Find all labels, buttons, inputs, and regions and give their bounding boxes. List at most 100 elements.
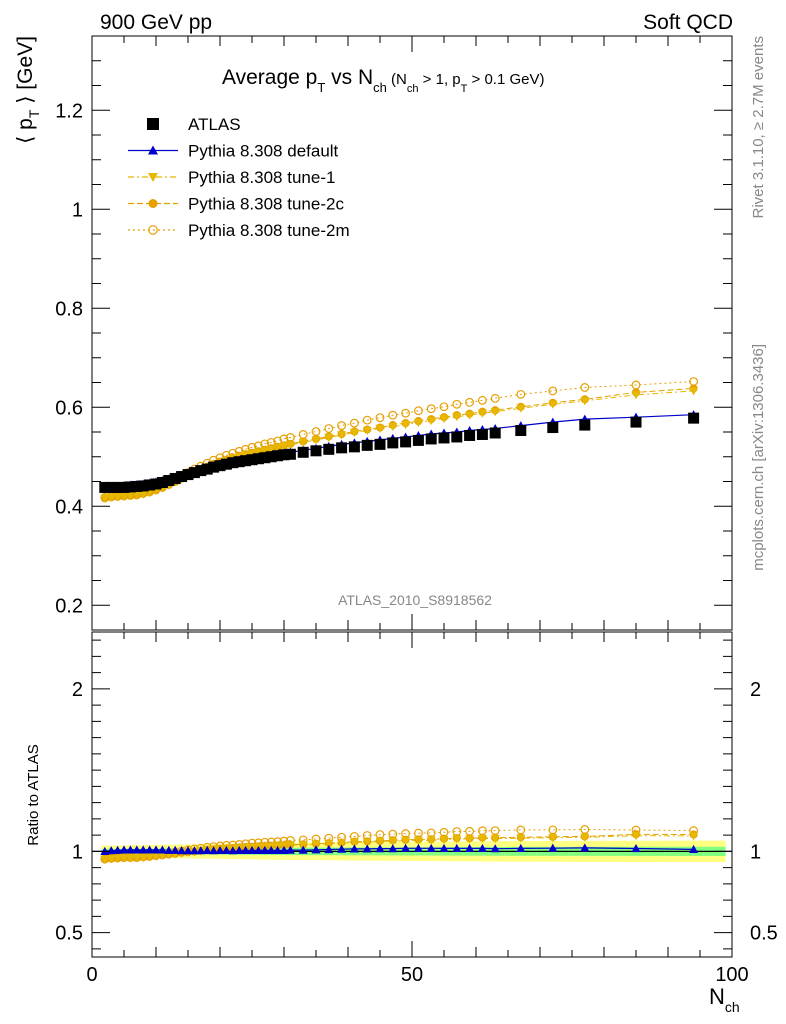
main-point-pythia-8-308-tune-1 bbox=[349, 428, 359, 437]
legend-label-pythia-8-308-default: Pythia 8.308 default bbox=[188, 142, 339, 161]
main-point-atlas bbox=[99, 481, 111, 493]
ratio-point-pythia-8-308-tune-1 bbox=[151, 852, 161, 861]
analysis-label: ATLAS_2010_S8918562 bbox=[338, 592, 492, 608]
main-point-atlas bbox=[412, 434, 424, 446]
ratio-point-pythia-8-308-tune-1 bbox=[311, 840, 321, 849]
main-point-atlas bbox=[112, 481, 124, 493]
legend-label-pythia-8-308-tune-2c: Pythia 8.308 tune-2c bbox=[188, 195, 344, 214]
main-point-pythia-8-308-tune-2m bbox=[413, 406, 423, 416]
ratio-point-pythia-8-308-default bbox=[177, 846, 187, 855]
ratio-point-pythia-8-308-default bbox=[311, 845, 321, 854]
main-point-pythia-8-308-tune-2m bbox=[426, 404, 436, 414]
main-point-atlas bbox=[278, 449, 290, 461]
main-point-atlas bbox=[124, 481, 136, 493]
main-point-atlas bbox=[201, 463, 213, 475]
main-point-atlas bbox=[105, 481, 117, 493]
main-point-pythia-8-308-tune-1 bbox=[388, 422, 398, 432]
ratio-point-pythia-8-308-tune-1 bbox=[100, 855, 110, 865]
main-point-pythia-8-308-tune-2m bbox=[465, 397, 475, 407]
main-y-tick-label: 0.6 bbox=[55, 397, 83, 419]
main-point-pythia-8-308-tune-1 bbox=[125, 492, 135, 501]
ratio-point-pythia-8-308-default bbox=[202, 845, 212, 854]
main-point-pythia-8-308-tune-1 bbox=[548, 400, 558, 409]
ratio-point-pythia-8-308-default bbox=[388, 844, 398, 853]
main-point-pythia-8-308-tune-1 bbox=[113, 493, 123, 502]
header-right: Soft QCD bbox=[643, 11, 733, 34]
main-point-atlas bbox=[150, 478, 162, 490]
ratio-point-pythia-8-308-default bbox=[138, 845, 148, 854]
ratio-y-tick-label-right: 1 bbox=[750, 841, 761, 863]
ratio-point-pythia-8-308-default bbox=[631, 844, 641, 853]
main-point-pythia-8-308-tune-2m bbox=[452, 399, 462, 409]
main-y-tick-label: 0.4 bbox=[55, 496, 83, 518]
ratio-point-pythia-8-308-default bbox=[324, 844, 334, 854]
ratio-point-pythia-8-308-default bbox=[689, 844, 699, 854]
main-point-atlas bbox=[630, 416, 642, 428]
main-point-atlas bbox=[374, 438, 386, 450]
main-point-atlas bbox=[163, 475, 175, 487]
main-point-atlas bbox=[476, 428, 488, 440]
ratio-point-pythia-8-308-tune-1 bbox=[298, 841, 308, 850]
main-point-pythia-8-308-tune-1 bbox=[279, 442, 289, 451]
main-point-atlas bbox=[208, 461, 220, 473]
main-point-pythia-8-308-tune-1 bbox=[337, 431, 347, 440]
ratio-point-pythia-8-308-tune-1 bbox=[324, 840, 334, 849]
ratio-point-pythia-8-308-default bbox=[279, 845, 289, 855]
main-point-atlas bbox=[387, 437, 399, 449]
main-point-atlas bbox=[323, 443, 335, 455]
main-point-atlas bbox=[233, 456, 245, 468]
legend-label-atlas: ATLAS bbox=[188, 115, 241, 134]
ratio-point-pythia-8-308-default bbox=[106, 846, 116, 855]
ratio-point-pythia-8-308-tune-1 bbox=[119, 854, 129, 863]
legend-label-pythia-8-308-tune-1: Pythia 8.308 tune-1 bbox=[188, 168, 335, 187]
main-point-pythia-8-308-tune-1 bbox=[324, 433, 334, 442]
ratio-point-pythia-8-308-default bbox=[241, 845, 251, 854]
main-point-pythia-8-308-tune-1 bbox=[580, 397, 590, 406]
main-point-pythia-8-308-tune-1 bbox=[362, 426, 372, 436]
ratio-ticks: 0.5 0.5 1 1 2 2 0 50 100 bbox=[55, 632, 778, 986]
ratio-point-pythia-8-308-default bbox=[164, 845, 174, 854]
ratio-y-tick-label-left: 0.5 bbox=[55, 923, 83, 945]
ratio-point-pythia-8-308-tune-1 bbox=[401, 837, 411, 846]
legend-label-pythia-8-308-tune-2m: Pythia 8.308 tune-2m bbox=[188, 221, 350, 240]
main-point-pythia-8-308-tune-1 bbox=[465, 411, 475, 420]
main-point-atlas bbox=[259, 452, 271, 464]
ratio-point-pythia-8-308-default bbox=[580, 843, 590, 852]
main-point-atlas bbox=[214, 460, 226, 472]
main-point-atlas bbox=[451, 431, 463, 443]
main-point-atlas bbox=[220, 458, 232, 470]
ratio-point-pythia-8-308-default bbox=[337, 844, 347, 853]
header-left: 900 GeV pp bbox=[100, 11, 212, 34]
ratio-point-pythia-8-308-tune-1 bbox=[125, 854, 135, 863]
ratio-y-tick-label-left: 2 bbox=[72, 679, 83, 701]
ratio-point-pythia-8-308-default bbox=[477, 843, 487, 852]
ratio-point-pythia-8-308-tune-1 bbox=[413, 836, 423, 845]
ratio-point-pythia-8-308-default bbox=[439, 843, 449, 852]
ratio-point-pythia-8-308-default bbox=[196, 846, 206, 855]
main-point-atlas bbox=[310, 445, 322, 457]
ratio-point-pythia-8-308-tune-1 bbox=[516, 834, 526, 843]
ratio-point-pythia-8-308-default bbox=[113, 845, 123, 854]
main-point-atlas bbox=[195, 465, 207, 477]
ratio-point-pythia-8-308-default bbox=[465, 843, 475, 852]
main-point-pythia-8-308-tune-1 bbox=[311, 436, 321, 445]
main-point-atlas bbox=[489, 427, 501, 439]
ratio-point-pythia-8-308-tune-1 bbox=[548, 834, 558, 843]
main-point-pythia-8-308-tune-2m bbox=[388, 410, 398, 420]
ratio-point-pythia-8-308-default bbox=[298, 845, 308, 854]
ratio-point-pythia-8-308-tune-1 bbox=[580, 833, 590, 842]
main-point-atlas bbox=[182, 469, 194, 481]
main-point-atlas bbox=[156, 476, 168, 488]
ratio-point-pythia-8-308-tune-1 bbox=[439, 835, 449, 845]
main-point-pythia-8-308-tune-1 bbox=[490, 408, 500, 417]
legend: ATLAS Pythia 8.308 default Pythia 8.308 tu… bbox=[128, 115, 350, 240]
ratio-point-pythia-8-308-default bbox=[413, 843, 423, 852]
ratio-y-tick-label-right: 0.5 bbox=[750, 923, 778, 945]
main-markers bbox=[99, 377, 700, 503]
main-point-pythia-8-308-tune-2m bbox=[516, 389, 526, 399]
ratio-markers bbox=[100, 825, 699, 865]
main-point-pythia-8-308-tune-2m bbox=[580, 383, 590, 392]
main-point-pythia-8-308-tune-2m bbox=[375, 413, 385, 423]
